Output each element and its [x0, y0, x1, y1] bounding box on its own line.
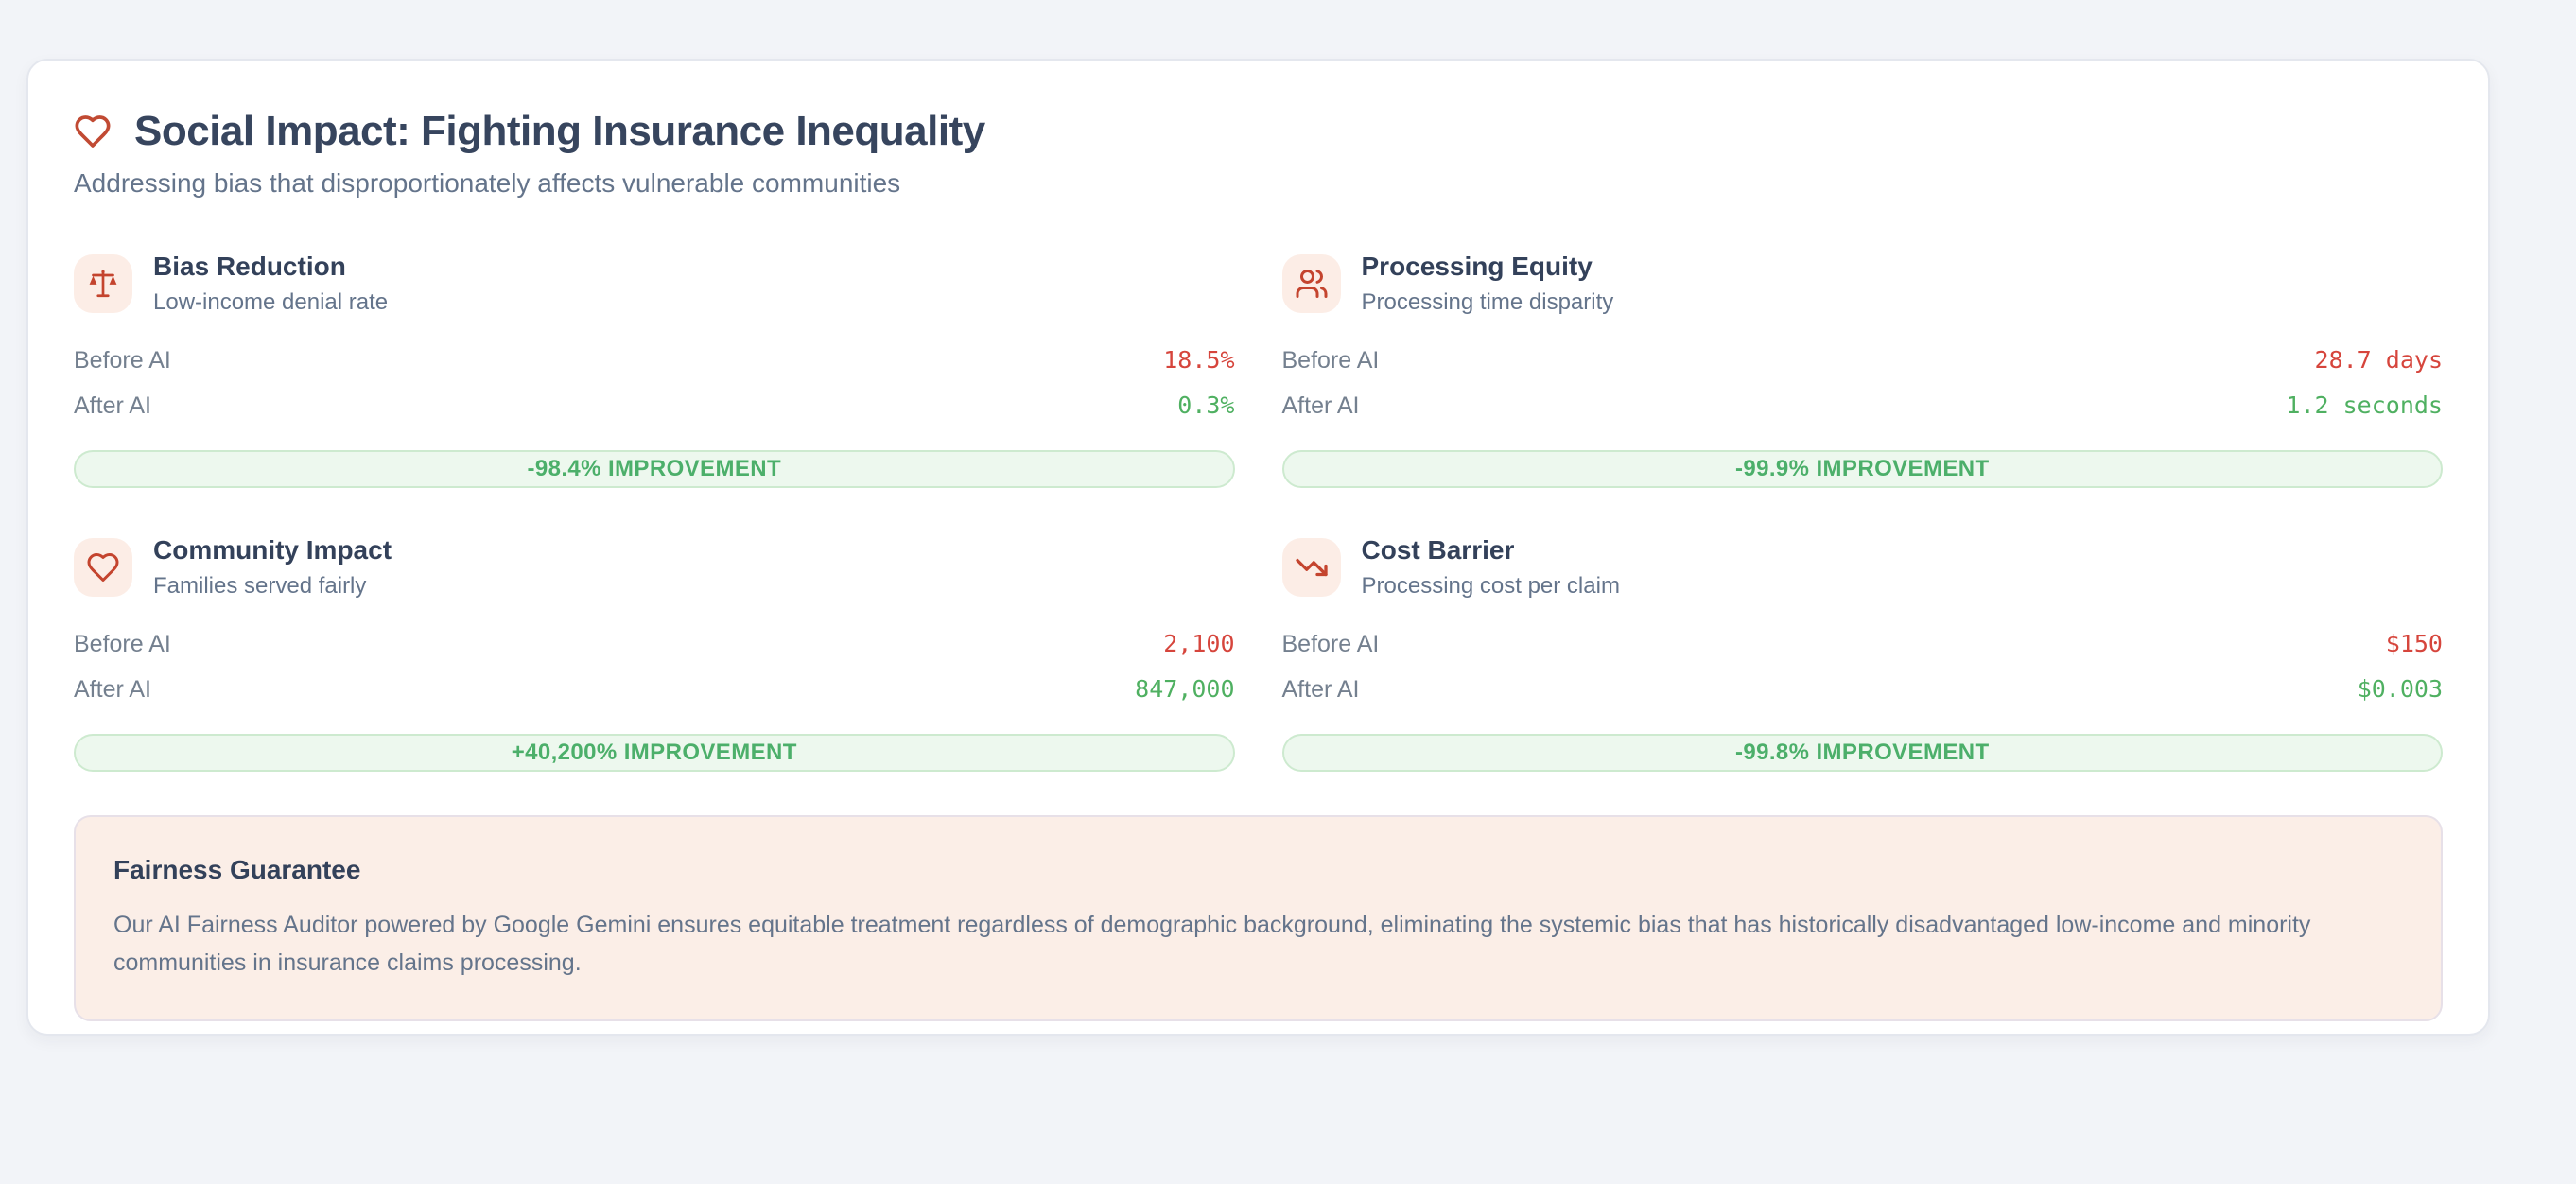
improvement-badge-label: -98.4% IMPROVEMENT: [527, 456, 782, 481]
trending-down-icon: [1281, 538, 1341, 597]
page-subtitle: Addressing bias that disproportionately …: [74, 168, 901, 198]
after-ai-label: After AI: [1281, 392, 1360, 419]
heart-icon: [74, 538, 132, 597]
improvement-badge-label: +40,200% IMPROVEMENT: [511, 740, 797, 765]
after-ai-value: $0.003: [2357, 675, 2443, 703]
before-ai-label: Before AI: [74, 347, 171, 374]
after-ai-row: After AI 847,000: [74, 675, 1235, 704]
before-ai-value: 2,100: [1163, 630, 1235, 657]
metric-card-bias-reduction: Bias Reduction Low-income denial rate Be…: [74, 252, 1235, 488]
page-title: Social Impact: Fighting Insurance Inequa…: [134, 108, 985, 154]
metric-subtitle: Low-income denial rate: [153, 289, 389, 315]
improvement-badge-label: -99.8% IMPROVEMENT: [1734, 740, 1990, 765]
metric-card-processing-equity: Processing Equity Processing time dispar…: [1281, 252, 2444, 488]
metric-title: Processing Equity: [1361, 252, 1593, 281]
metric-title: Bias Reduction: [153, 252, 346, 281]
metric-card-cost-barrier: Cost Barrier Processing cost per claim B…: [1281, 535, 2444, 772]
after-ai-label: After AI: [1281, 676, 1360, 703]
before-ai-value: $150: [2385, 630, 2443, 657]
improvement-badge: +40,200% IMPROVEMENT: [74, 734, 1235, 772]
after-ai-value: 0.3%: [1177, 392, 1235, 419]
before-ai-label: Before AI: [74, 631, 171, 657]
after-ai-value: 1.2 seconds: [2286, 392, 2443, 419]
after-ai-label: After AI: [74, 676, 151, 703]
after-ai-row: After AI 1.2 seconds: [1282, 392, 2444, 420]
fairness-guarantee-panel: Fairness Guarantee Our AI Fairness Audit…: [74, 815, 2443, 1021]
social-impact-panel: Social Impact: Fighting Insurance Inequa…: [26, 59, 2490, 1036]
metric-subtitle: Families served fairly: [153, 573, 367, 599]
metric-title: Community Impact: [153, 535, 392, 565]
heart-icon: [75, 115, 111, 148]
before-ai-row: Before AI 2,100: [74, 630, 1235, 658]
before-ai-label: Before AI: [1281, 631, 1380, 657]
metrics-grid: Bias Reduction Low-income denial rate Be…: [74, 252, 2443, 772]
users-icon: [1281, 254, 1341, 313]
metric-title: Cost Barrier: [1361, 535, 1515, 565]
fairness-body: Our AI Fairness Auditor powered by Googl…: [113, 912, 2311, 976]
metric-card-community-impact: Community Impact Families served fairly …: [74, 535, 1235, 772]
improvement-badge-label: -99.9% IMPROVEMENT: [1734, 456, 1990, 481]
fairness-title: Fairness Guarantee: [113, 855, 361, 884]
after-ai-value: 847,000: [1135, 675, 1235, 703]
scale-icon: [74, 254, 132, 313]
improvement-badge: -99.8% IMPROVEMENT: [1281, 734, 2443, 772]
after-ai-row: After AI 0.3%: [74, 392, 1235, 420]
panel-header: Social Impact: Fighting Insurance Inequa…: [74, 108, 2443, 199]
before-ai-value: 18.5%: [1163, 346, 1235, 374]
before-ai-row: Before AI $150: [1282, 630, 2444, 658]
before-ai-value: 28.7 days: [2314, 346, 2443, 374]
metric-subtitle: Processing time disparity: [1361, 289, 1614, 315]
before-ai-row: Before AI 18.5%: [74, 346, 1235, 374]
improvement-badge: -98.4% IMPROVEMENT: [74, 450, 1235, 488]
improvement-badge: -99.9% IMPROVEMENT: [1281, 450, 2443, 488]
before-ai-row: Before AI 28.7 days: [1282, 346, 2444, 374]
metric-subtitle: Processing cost per claim: [1361, 573, 1620, 599]
after-ai-label: After AI: [74, 392, 151, 419]
before-ai-label: Before AI: [1281, 347, 1380, 374]
after-ai-row: After AI $0.003: [1282, 675, 2444, 704]
